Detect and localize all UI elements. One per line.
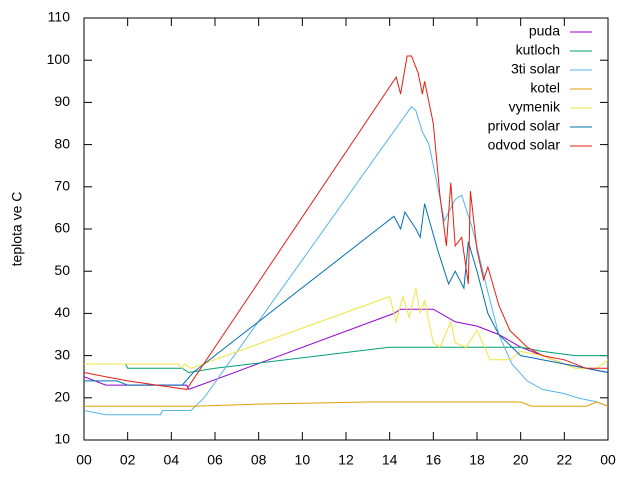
x-tick-label: 12 xyxy=(338,452,354,468)
legend-label: privod solar xyxy=(488,118,561,134)
plot-border xyxy=(83,17,609,441)
legend-label: 3ti solar xyxy=(511,61,560,77)
x-tick-label: 22 xyxy=(557,452,573,468)
y-tick-label: 10 xyxy=(54,431,70,447)
x-tick-label: 06 xyxy=(207,452,223,468)
x-tick-label: 04 xyxy=(164,452,180,468)
legend-label: vymenik xyxy=(509,99,561,115)
x-tick-label: 00 xyxy=(600,452,616,468)
line xyxy=(84,401,609,407)
y-axis-label: teplota ve C xyxy=(9,192,25,267)
x-tick-label: 08 xyxy=(251,452,267,468)
legend-label: puda xyxy=(529,23,560,39)
x-tick-label: 20 xyxy=(513,452,529,468)
y-tick-label: 110 xyxy=(48,9,71,25)
line xyxy=(84,346,608,374)
y-tick-label: 100 xyxy=(47,51,71,67)
y-tick-label: 50 xyxy=(54,262,70,278)
x-tick-label: 14 xyxy=(382,452,398,468)
x-tick-label: 16 xyxy=(426,452,442,468)
legend-label: odvod solar xyxy=(488,137,561,153)
y-tick-label: 80 xyxy=(54,135,70,151)
y-tick-label: 30 xyxy=(54,346,70,362)
x-tick-label: 10 xyxy=(295,452,311,468)
line xyxy=(84,203,609,386)
line xyxy=(83,55,608,390)
y-tick-label: 20 xyxy=(54,389,70,405)
legend-label: kutloch xyxy=(516,42,560,58)
line xyxy=(84,287,609,370)
y-tick-label: 90 xyxy=(54,93,70,109)
x-tick-label: 00 xyxy=(76,452,92,468)
x-tick-label: 18 xyxy=(469,452,485,468)
legend-label: kotel xyxy=(530,80,560,96)
y-tick-label: 40 xyxy=(54,304,70,320)
x-tick-label: 02 xyxy=(120,452,136,468)
y-tick-label: 60 xyxy=(54,220,70,236)
y-tick-label: 70 xyxy=(54,178,70,194)
line xyxy=(83,105,609,416)
